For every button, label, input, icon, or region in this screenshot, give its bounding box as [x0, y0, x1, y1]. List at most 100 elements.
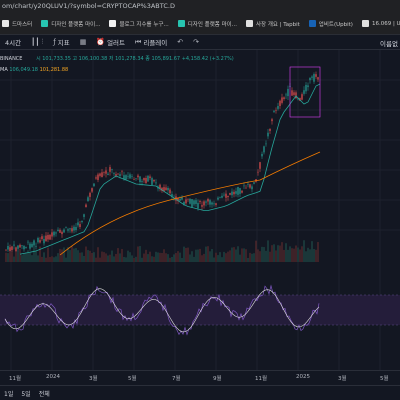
volume-bar — [211, 248, 213, 262]
indicators-label: 지표 — [57, 39, 70, 47]
volume-bar — [227, 251, 229, 262]
candle-body — [123, 175, 125, 179]
candle-body — [115, 174, 117, 177]
volume-bar — [25, 252, 27, 262]
time-axis-tick: 7월 — [172, 376, 181, 382]
candle-body — [281, 97, 283, 103]
candle-body — [225, 193, 227, 198]
undo-button[interactable]: ↶ — [172, 38, 188, 46]
volume-bar — [195, 249, 197, 262]
volume-bar — [201, 255, 203, 262]
volume-bar — [115, 253, 117, 262]
candle-body — [231, 191, 233, 196]
redo-button[interactable]: ↷ — [188, 38, 204, 46]
bookmark-item[interactable]: 디자인 플랫폼 마이... — [41, 20, 100, 28]
range-button[interactable]: 5일 — [21, 390, 31, 398]
bookmark-item[interactable]: 블로그 지수를 누구... — [109, 20, 169, 28]
candle-body — [27, 241, 29, 243]
candle-body — [143, 177, 145, 181]
candles-icon: ┃┃ — [31, 38, 40, 46]
candle-body — [293, 92, 295, 95]
range-bar: 1일 5일 전체 — [0, 385, 400, 400]
volume-bar — [205, 246, 207, 262]
candle-body — [223, 194, 225, 196]
candle-body — [187, 198, 189, 200]
chart-area[interactable]: BINANCE 시 101,733.35 고 106,100.38 저 101,… — [0, 50, 400, 385]
candle-body — [197, 202, 199, 209]
layout-name-button[interactable]: 이름없 — [375, 35, 400, 49]
candle-body — [111, 169, 113, 170]
candle-body — [29, 243, 31, 249]
time-axis-tick: 5월 — [128, 376, 137, 382]
volume-bar — [203, 253, 205, 262]
timeframe-label: 4시간 — [5, 39, 22, 47]
volume-bar — [269, 251, 271, 262]
replay-button[interactable]: ⏮ 리플레이 — [130, 37, 172, 48]
volume-bar — [289, 246, 291, 262]
alarm-clock-icon: ⏰ — [96, 38, 106, 46]
candle-body — [107, 173, 109, 175]
volume-bar — [257, 249, 259, 262]
candle-body — [185, 199, 187, 204]
volume-bar — [283, 249, 285, 262]
bars-icon: ⫶ — [41, 37, 44, 46]
favicon-icon — [308, 20, 316, 27]
range-button[interactable]: 전체 — [38, 390, 50, 398]
time-axis[interactable]: 11월 2024 3월 5월 7월 9월 11월 2025 3월 5월 — [0, 370, 400, 385]
volume-bar — [241, 248, 243, 262]
volume-bar — [87, 250, 89, 262]
candle-body — [249, 184, 251, 188]
volume-bar — [273, 244, 275, 262]
volume-bar — [177, 251, 179, 262]
candle-body — [243, 185, 245, 187]
bookmark-label: 사장 개요 | Tapbit — [255, 21, 300, 28]
indicators-button[interactable]: ƒ 지표 — [48, 37, 74, 47]
volume-bar — [245, 249, 247, 262]
candle-body — [235, 191, 237, 194]
bookmark-label: 디자인 플랫폼 마이... — [187, 21, 237, 28]
candle-body — [145, 177, 147, 184]
candle-body — [303, 90, 305, 94]
volume-bar — [143, 253, 145, 262]
url-text: om/chart/y20QLUV1/?symbol=CRYPTOCAP%3ABT… — [2, 2, 175, 10]
bookmark-item[interactable]: 16.069 | UNIUSDT |... — [361, 20, 400, 27]
volume-bar — [163, 249, 165, 262]
candle-body — [201, 205, 203, 207]
candle-body — [183, 201, 185, 205]
price-chart[interactable] — [0, 50, 400, 370]
candle-body — [313, 74, 315, 82]
time-axis-tick: 5월 — [380, 376, 389, 382]
volume-bar — [263, 247, 265, 262]
candle-body — [137, 175, 139, 178]
volume-bar — [33, 247, 35, 262]
time-axis-tick: 11월 — [9, 376, 22, 382]
ma-fast-line — [19, 83, 321, 255]
bookmark-item[interactable]: 사장 개요 | Tapbit — [245, 20, 300, 28]
address-bar[interactable]: om/chart/y20QLUV1/?symbol=CRYPTOCAP%3ABT… — [0, 0, 400, 13]
volume-bar — [225, 253, 227, 262]
volume-bar — [81, 252, 83, 262]
volume-bar — [233, 247, 235, 262]
timeframe-button[interactable]: 4시간 — [0, 37, 26, 47]
alert-button[interactable]: ⏰ 얼러트 — [91, 37, 130, 47]
volume-bar — [109, 254, 111, 262]
candle-body — [181, 197, 183, 200]
candle-body — [11, 246, 13, 250]
candle-body — [199, 201, 201, 203]
candle-body — [45, 235, 47, 241]
undo-icon: ↶ — [177, 38, 184, 46]
volume-bar — [137, 246, 139, 262]
bookmark-item[interactable]: 디자인 플랫폼 마이... — [177, 20, 237, 28]
volume-bar — [279, 245, 281, 262]
candle-body — [283, 97, 285, 99]
range-button[interactable]: 1일 — [4, 390, 14, 398]
bookmark-item[interactable]: 드마스터 — [2, 20, 32, 28]
chart-type-button[interactable]: ┃┃ ⫶ — [26, 38, 48, 47]
candle-body — [207, 199, 209, 202]
candle-body — [179, 198, 181, 201]
volume-bar — [103, 252, 105, 262]
volume-bar — [291, 248, 293, 262]
templates-button[interactable]: ▦ — [75, 38, 92, 46]
bookmark-item[interactable]: 업비트(Upbit) — [308, 20, 353, 28]
volume-bar — [67, 247, 69, 262]
